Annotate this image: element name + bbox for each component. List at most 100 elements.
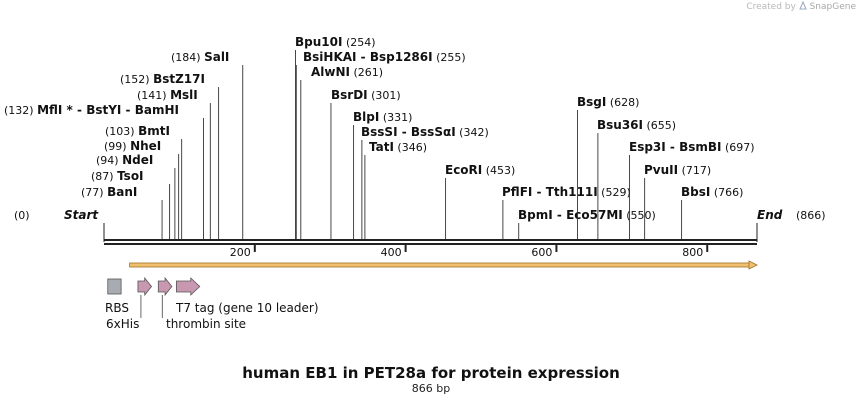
tag-feature-arrow[interactable] bbox=[175, 277, 201, 296]
tag-feature-arrow[interactable] bbox=[157, 276, 173, 297]
restriction-site-label[interactable]: (87) TsoI bbox=[91, 169, 144, 183]
orf-arrowhead bbox=[748, 260, 758, 270]
axis-tick-label: 200 bbox=[230, 246, 251, 259]
enzyme-separator: - bbox=[73, 103, 86, 117]
feature-label: thrombin site bbox=[166, 317, 246, 331]
site-position: (132) bbox=[4, 104, 37, 117]
site-position: (255) bbox=[433, 51, 466, 64]
site-position: (766) bbox=[710, 186, 743, 199]
enzyme-name: BamHI bbox=[135, 103, 179, 117]
restriction-site-label[interactable]: (152) BstZ17I bbox=[120, 72, 205, 86]
enzyme-name: NdeI bbox=[122, 153, 153, 167]
site-position: (697) bbox=[722, 141, 755, 154]
enzyme-separator: - bbox=[532, 185, 545, 199]
restriction-site-label[interactable]: BssSI - BssSαI (342) bbox=[361, 125, 489, 139]
enzyme-name: BstYI bbox=[86, 103, 121, 117]
axis-tick-label: 800 bbox=[682, 246, 703, 259]
enzyme-name: BbsI bbox=[681, 185, 710, 199]
restriction-site-label[interactable]: Bsu36I (655) bbox=[597, 118, 676, 132]
site-position: (103) bbox=[105, 125, 138, 138]
site-position: (152) bbox=[120, 73, 153, 86]
site-position: (529) bbox=[598, 186, 631, 199]
feature-label: 6xHis bbox=[106, 317, 139, 331]
feature-label: RBS bbox=[105, 301, 129, 315]
enzyme-name: SalI bbox=[204, 50, 229, 64]
credit-prefix: Created by bbox=[746, 2, 796, 12]
plasmid-map: (0) Start End (866) (77) BanI (87) TsoI (94) N… bbox=[4, 35, 826, 331]
enzyme-separator: - bbox=[121, 103, 134, 117]
site-position: (87) bbox=[91, 170, 117, 183]
map-title: human EB1 in PET28a for protein expressi… bbox=[242, 364, 620, 382]
restriction-site-label[interactable]: (184) SalI bbox=[171, 50, 229, 64]
enzyme-name: TsoI bbox=[117, 169, 143, 183]
restriction-site-label[interactable]: BsrDI (301) bbox=[331, 88, 401, 102]
feature-label: T7 tag (gene 10 leader) bbox=[175, 301, 319, 315]
enzyme-name: Bsu36I bbox=[597, 118, 643, 132]
enzyme-name: Bpu10I bbox=[295, 35, 342, 49]
enzyme-name: EcoRI bbox=[445, 163, 482, 177]
enzyme-separator: - bbox=[666, 140, 679, 154]
orf-bar[interactable] bbox=[129, 262, 752, 268]
restriction-site-label[interactable]: Bpu10I (254) bbox=[295, 35, 376, 49]
site-position: (331) bbox=[379, 111, 412, 124]
site-position: (342) bbox=[456, 126, 489, 139]
restriction-site-label[interactable]: BsiHKAI - Bsp1286I (255) bbox=[303, 50, 466, 64]
site-position: (141) bbox=[137, 89, 170, 102]
enzyme-name: TatI bbox=[369, 140, 394, 154]
enzyme-name: NheI bbox=[130, 139, 161, 153]
site-position: (94) bbox=[96, 154, 122, 167]
start-position: (0) bbox=[14, 209, 30, 222]
site-position: (655) bbox=[643, 119, 676, 132]
end-label: End bbox=[757, 208, 783, 222]
enzyme-name: BsrDI bbox=[331, 88, 368, 102]
rbs-feature[interactable] bbox=[107, 278, 122, 295]
snapgene-credit: Created by SnapGene bbox=[746, 0, 856, 12]
site-position: (184) bbox=[171, 51, 204, 64]
restriction-site-label[interactable]: (132) MflI * - BstYI - BamHI bbox=[4, 103, 179, 117]
restriction-site-label[interactable]: (103) BmtI bbox=[105, 124, 170, 138]
restriction-site-label[interactable]: (99) NheI bbox=[104, 139, 161, 153]
restriction-site-label[interactable]: PflFI - Tth111I (529) bbox=[502, 185, 631, 199]
restriction-site-label[interactable]: BsgI (628) bbox=[577, 95, 639, 109]
enzyme-name: BssSI bbox=[361, 125, 398, 139]
enzyme-name: PvuII bbox=[644, 163, 678, 177]
restriction-site-label[interactable]: BbsI (766) bbox=[681, 185, 743, 199]
enzyme-name: BlpI bbox=[353, 110, 379, 124]
site-position: (261) bbox=[350, 66, 383, 79]
enzyme-name: PflFI bbox=[502, 185, 532, 199]
restriction-site-label[interactable]: BlpI (331) bbox=[353, 110, 412, 124]
site-position: (99) bbox=[104, 140, 130, 153]
restriction-site-label[interactable]: Esp3I - BsmBI (697) bbox=[629, 140, 755, 154]
site-position: (77) bbox=[81, 186, 107, 199]
map-subtitle: 866 bp bbox=[411, 382, 451, 395]
tag-feature-arrow[interactable] bbox=[137, 276, 153, 297]
enzyme-name: BstZ17I bbox=[153, 72, 205, 86]
restriction-site-label[interactable]: (141) MslI bbox=[137, 88, 198, 102]
enzyme-name: BpmI bbox=[518, 208, 553, 222]
axis-tick-label: 600 bbox=[531, 246, 552, 259]
enzyme-name: BmtI bbox=[138, 124, 170, 138]
site-position: (453) bbox=[482, 164, 515, 177]
enzyme-name: AlwNI bbox=[311, 65, 350, 79]
enzyme-name: Eco57MI bbox=[566, 208, 623, 222]
restriction-site-label[interactable]: BpmI - Eco57MI (550) bbox=[518, 208, 656, 222]
site-position: (254) bbox=[342, 36, 375, 49]
restriction-site-label[interactable]: (77) BanI bbox=[81, 185, 137, 199]
enzyme-name: MslI bbox=[170, 88, 198, 102]
site-position: (628) bbox=[606, 96, 639, 109]
enzyme-separator: - bbox=[398, 125, 411, 139]
snapgene-logo-icon bbox=[798, 0, 807, 10]
site-position: (301) bbox=[368, 89, 401, 102]
enzyme-name: BssSαI bbox=[411, 125, 456, 139]
restriction-site-label[interactable]: TatI (346) bbox=[369, 140, 427, 154]
restriction-site-label[interactable]: PvuII (717) bbox=[644, 163, 711, 177]
restriction-site-label[interactable]: (94) NdeI bbox=[96, 153, 153, 167]
enzyme-name: Esp3I bbox=[629, 140, 666, 154]
enzyme-name: BsmBI bbox=[679, 140, 721, 154]
enzyme-separator: - bbox=[553, 208, 566, 222]
site-position: (717) bbox=[678, 164, 711, 177]
start-label: Start bbox=[64, 208, 99, 222]
restriction-site-label[interactable]: EcoRI (453) bbox=[445, 163, 515, 177]
restriction-site-label[interactable]: AlwNI (261) bbox=[311, 65, 383, 79]
end-position: (866) bbox=[796, 209, 826, 222]
